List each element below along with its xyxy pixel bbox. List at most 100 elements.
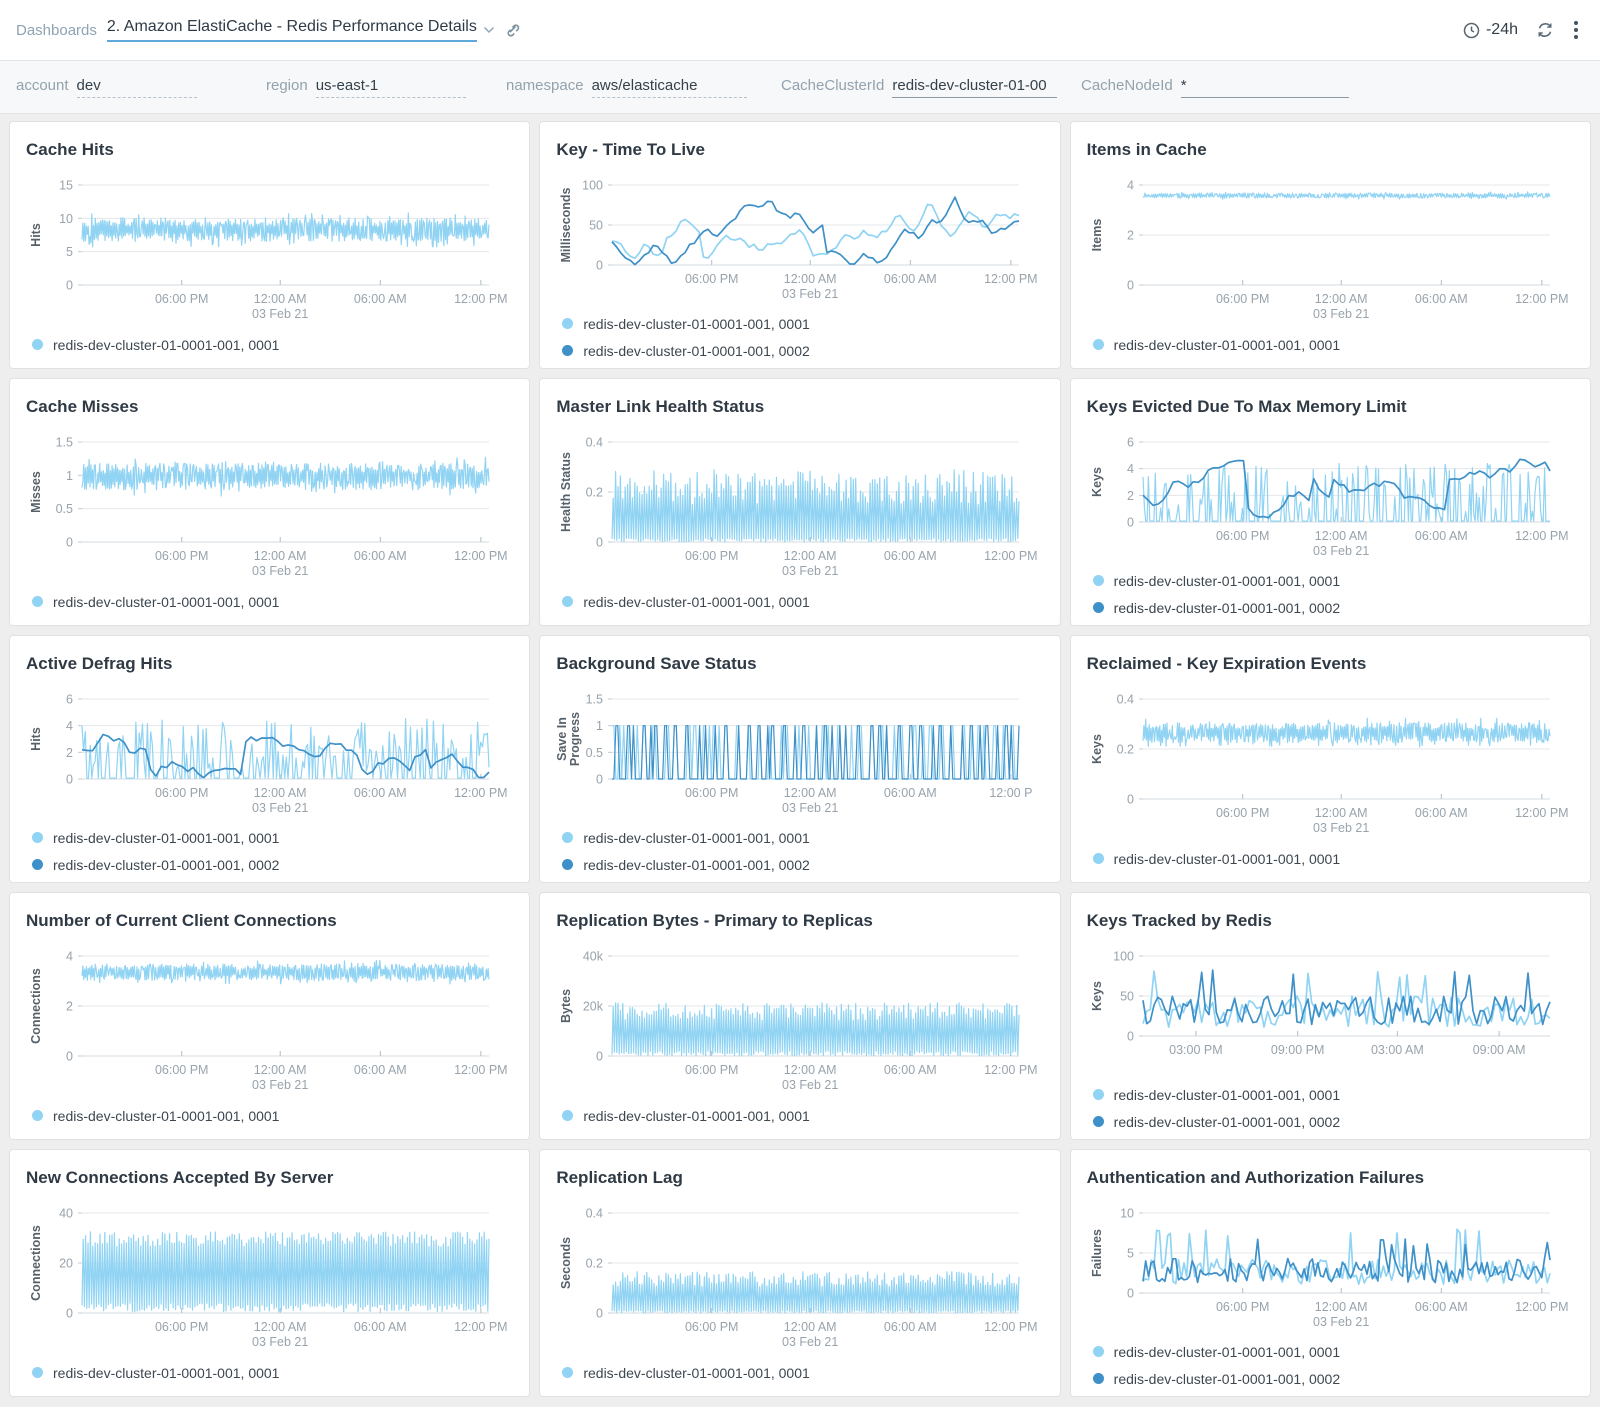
y-tick-label: 4 bbox=[66, 950, 73, 964]
legend: redis-dev-cluster-01-0001-001, 0001 bbox=[556, 1357, 1043, 1392]
filter-namespace: namespace aws/elasticache bbox=[506, 77, 781, 98]
panel-title: Reclaimed - Key Expiration Events bbox=[1086, 654, 1367, 673]
x-axis-date-label: 03 Feb 21 bbox=[252, 1335, 308, 1349]
legend-item[interactable]: redis-dev-cluster-01-0001-001, 0002 bbox=[26, 851, 513, 878]
legend: redis-dev-cluster-01-0001-001, 0001 redis… bbox=[556, 308, 1043, 368]
legend-item[interactable]: redis-dev-cluster-01-0001-001, 0001 bbox=[1087, 1081, 1574, 1108]
legend: redis-dev-cluster-01-0001-001, 0001 redis… bbox=[1087, 1336, 1574, 1396]
refresh-icon[interactable] bbox=[1536, 21, 1554, 39]
legend-item[interactable]: redis-dev-cluster-01-0001-001, 0001 bbox=[556, 310, 1043, 337]
panel-title: Authentication and Authorization Failure… bbox=[1086, 1168, 1425, 1187]
legend-item[interactable]: redis-dev-cluster-01-0001-001, 0002 bbox=[1087, 1108, 1574, 1135]
chart[interactable]: 0 20 40 Connections 06:00 PM 12:00 AM 03 Feb 2… bbox=[26, 1207, 513, 1356]
x-tick-label: 12:00 AM bbox=[254, 1063, 307, 1077]
chart[interactable]: 0 0.2 0.4 Keys 06:00 PM 12:00 AM 03 Feb 21 06:0… bbox=[1087, 693, 1574, 842]
time-range-control[interactable]: -24h bbox=[1463, 21, 1518, 39]
legend-item[interactable]: redis-dev-cluster-01-0001-001, 0001 bbox=[1087, 567, 1574, 594]
chart[interactable]: 0 20k 40k Bytes 06:00 PM 12:00 AM 03 Feb 21 06:… bbox=[556, 950, 1043, 1099]
x-tick-label: 06:00 PM bbox=[155, 549, 209, 563]
legend-label: redis-dev-cluster-01-0001-001, 0001 bbox=[583, 829, 810, 846]
panel-grid: Cache Hits 0 5 10 15 Hits 06:00 PM 12:00 AM 03 F… bbox=[0, 114, 1600, 1404]
legend-item[interactable]: redis-dev-cluster-01-0001-001, 0002 bbox=[1087, 594, 1574, 621]
legend-item[interactable]: redis-dev-cluster-01-0001-001, 0001 bbox=[1087, 1338, 1574, 1365]
chart[interactable]: 0 2 4 6 Hits 06:00 PM 12:00 AM 03 Feb 21 06:00 A… bbox=[26, 693, 513, 822]
chart[interactable]: 0 5 10 Failures 06:00 PM 12:00 AM 03 Feb 21 06:… bbox=[1087, 1207, 1574, 1336]
dashboard-title[interactable]: 2. Amazon ElastiCache - Redis Performanc… bbox=[106, 18, 477, 42]
chart[interactable]: 0 0.5 1 1.5 Save In Progress 06:00 PM 12:00 AM 0… bbox=[555, 693, 1043, 822]
legend-dot bbox=[562, 859, 574, 871]
legend-item[interactable]: redis-dev-cluster-01-0001-001, 0001 bbox=[1087, 331, 1574, 358]
legend-label: redis-dev-cluster-01-0001-001, 0001 bbox=[1113, 850, 1341, 867]
legend-dot bbox=[562, 832, 574, 844]
legend-item[interactable]: redis-dev-cluster-01-0001-001, 0001 bbox=[556, 588, 1043, 615]
legend-item[interactable]: redis-dev-cluster-01-0001-001, 0001 bbox=[1087, 845, 1574, 872]
filter-value-input[interactable]: us-east-1 bbox=[315, 77, 466, 98]
legend-label: redis-dev-cluster-01-0001-001, 0001 bbox=[1113, 572, 1341, 589]
legend-item[interactable]: redis-dev-cluster-01-0001-001, 0001 bbox=[26, 1359, 513, 1386]
y-tick-label: 0.4 bbox=[1116, 693, 1133, 707]
filter-value-input[interactable]: aws/elasticache bbox=[591, 77, 747, 98]
y-tick-label: 0 bbox=[1127, 279, 1134, 293]
chart[interactable]: 0 2 4 Items 06:00 PM 12:00 AM 03 Feb 21 06:00 A… bbox=[1087, 179, 1574, 328]
chart[interactable]: 0 50 100 Milliseconds 06:00 PM 12:00 AM 03 Feb… bbox=[556, 179, 1043, 308]
x-tick-label: 12:00 PM bbox=[984, 272, 1038, 286]
legend-item[interactable]: redis-dev-cluster-01-0001-001, 0001 bbox=[26, 1102, 513, 1129]
legend-item[interactable]: redis-dev-cluster-01-0001-001, 0001 bbox=[556, 824, 1043, 851]
chart[interactable]: 0 2 4 Connections 06:00 PM 12:00 AM 03 Feb 21 0… bbox=[26, 950, 513, 1099]
legend-item[interactable]: redis-dev-cluster-01-0001-001, 0001 bbox=[26, 824, 513, 851]
filter-label: region bbox=[266, 76, 308, 94]
legend-dot bbox=[1092, 1373, 1104, 1385]
legend-item[interactable]: redis-dev-cluster-01-0001-001, 0002 bbox=[1087, 1365, 1574, 1392]
legend-label: redis-dev-cluster-01-0001-001, 0001 bbox=[53, 336, 280, 353]
filter-value-input[interactable]: redis-dev-cluster-01-00 bbox=[892, 77, 1058, 98]
y-axis-label: Items bbox=[1090, 219, 1104, 252]
link-icon[interactable] bbox=[503, 22, 520, 39]
breadcrumb-dashboards[interactable]: Dashboards bbox=[16, 21, 97, 39]
y-tick-label: 0.5 bbox=[586, 746, 603, 760]
y-tick-label: 4 bbox=[66, 720, 73, 734]
filter-bar: account dev region us-east-1 namespace a… bbox=[0, 61, 1600, 114]
chart[interactable]: 0 0.2 0.4 Health Status 06:00 PM 12:00 AM 03 F… bbox=[556, 436, 1043, 585]
filter-value-input[interactable]: * bbox=[1180, 77, 1349, 98]
y-tick-label: 15 bbox=[59, 179, 73, 193]
chart[interactable]: 0 5 10 15 Hits 06:00 PM 12:00 AM 03 Feb 21 06:00… bbox=[26, 179, 513, 328]
x-axis-date-label: 03 Feb 21 bbox=[252, 564, 308, 578]
chart[interactable]: 0 0.2 0.4 Seconds 06:00 PM 12:00 AM 03 Feb 21 0… bbox=[556, 1207, 1043, 1356]
y-axis-label: Keys bbox=[1090, 734, 1104, 764]
legend-item[interactable]: redis-dev-cluster-01-0001-001, 0002 bbox=[556, 851, 1043, 878]
chart[interactable]: 0 2 4 6 Keys 06:00 PM 12:00 AM 03 Feb 21 06:00 A… bbox=[1087, 436, 1574, 565]
legend-item[interactable]: redis-dev-cluster-01-0001-001, 0001 bbox=[556, 1102, 1043, 1129]
x-tick-label: 06:00 PM bbox=[155, 292, 209, 306]
x-tick-label: 06:00 PM bbox=[685, 272, 739, 286]
legend-item[interactable]: redis-dev-cluster-01-0001-001, 0002 bbox=[556, 337, 1043, 364]
y-tick-label: 10 bbox=[1120, 1207, 1134, 1221]
chart-panel: Active Defrag Hits 0 2 4 6 Hits 06:00 PM 12:00 … bbox=[10, 636, 530, 882]
legend-item[interactable]: redis-dev-cluster-01-0001-001, 0001 bbox=[26, 588, 513, 615]
x-tick-label: 06:00 PM bbox=[685, 1320, 739, 1334]
x-tick-label: 12:00 AM bbox=[254, 786, 307, 800]
y-tick-label: 20k bbox=[583, 1000, 604, 1014]
x-tick-label: 12:00 AM bbox=[784, 1063, 837, 1077]
legend-item[interactable]: redis-dev-cluster-01-0001-001, 0001 bbox=[556, 1359, 1043, 1386]
y-tick-label: 40 bbox=[59, 1207, 73, 1221]
y-axis-label: Failures bbox=[1090, 1229, 1104, 1277]
legend-label: redis-dev-cluster-01-0001-001, 0002 bbox=[583, 342, 810, 359]
y-tick-label: 100 bbox=[582, 179, 603, 193]
x-axis-date-label: 03 Feb 21 bbox=[782, 564, 838, 578]
y-axis-label: Connections bbox=[29, 1225, 43, 1301]
panel-title: Background Save Status bbox=[556, 654, 757, 673]
filter-value-input[interactable]: dev bbox=[76, 77, 197, 98]
legend: redis-dev-cluster-01-0001-001, 0001 bbox=[26, 1357, 513, 1392]
chart[interactable]: 0 50 100 Keys 03:00 PM 09:00 PM 03:00 AM 09:00 … bbox=[1087, 950, 1574, 1079]
filter-label: CacheNodeId bbox=[1081, 76, 1173, 94]
legend: redis-dev-cluster-01-0001-001, 0001 redis… bbox=[26, 822, 513, 882]
legend-item[interactable]: redis-dev-cluster-01-0001-001, 0001 bbox=[26, 331, 513, 358]
kebab-menu-icon[interactable] bbox=[1572, 19, 1580, 41]
x-tick-label: 06:00 AM bbox=[884, 1063, 937, 1077]
x-tick-label: 12:00 P bbox=[990, 786, 1033, 800]
chart[interactable]: 0 0.5 1 1.5 Misses 06:00 PM 12:00 AM 03 Feb 21 0… bbox=[26, 436, 513, 585]
legend-dot bbox=[32, 859, 43, 871]
y-axis-label: Keys bbox=[1090, 981, 1104, 1011]
chevron-down-icon[interactable] bbox=[483, 26, 495, 34]
x-tick-label: 12:00 AM bbox=[1314, 806, 1367, 820]
